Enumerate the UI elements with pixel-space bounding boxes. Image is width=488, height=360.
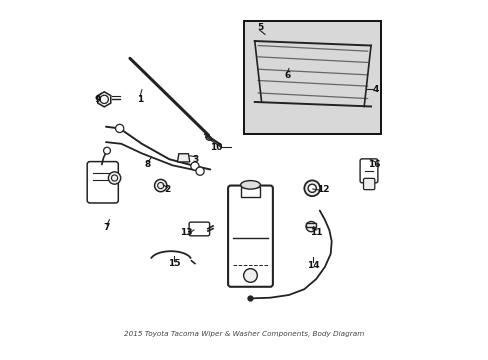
- Text: 11: 11: [309, 228, 322, 237]
- FancyBboxPatch shape: [363, 178, 374, 190]
- Text: 14: 14: [306, 261, 319, 270]
- Polygon shape: [98, 92, 111, 107]
- Circle shape: [100, 95, 108, 103]
- Text: 10: 10: [210, 143, 222, 152]
- Circle shape: [190, 162, 199, 170]
- Circle shape: [196, 167, 203, 175]
- Circle shape: [304, 180, 320, 196]
- Polygon shape: [177, 154, 189, 162]
- FancyBboxPatch shape: [189, 222, 209, 236]
- Circle shape: [154, 179, 166, 192]
- Text: 13: 13: [180, 228, 192, 237]
- Text: 8: 8: [144, 160, 151, 169]
- FancyBboxPatch shape: [359, 159, 377, 183]
- Circle shape: [115, 124, 123, 132]
- Text: 16: 16: [367, 160, 380, 169]
- Bar: [305, 223, 316, 226]
- FancyBboxPatch shape: [87, 162, 118, 203]
- Text: 7: 7: [103, 223, 110, 232]
- Bar: [244, 21, 381, 134]
- Circle shape: [108, 172, 121, 184]
- Circle shape: [305, 221, 316, 232]
- FancyBboxPatch shape: [227, 185, 272, 287]
- Text: 9: 9: [95, 95, 101, 104]
- Text: 1: 1: [137, 95, 143, 104]
- Text: 12: 12: [316, 185, 329, 194]
- Text: 15: 15: [168, 259, 180, 268]
- Text: 2: 2: [164, 185, 170, 194]
- Bar: [240, 186, 260, 197]
- Text: 5: 5: [256, 23, 263, 32]
- Text: 4: 4: [372, 85, 379, 94]
- Text: 2015 Toyota Tacoma Wiper & Washer Components, Body Diagram: 2015 Toyota Tacoma Wiper & Washer Compon…: [124, 331, 364, 337]
- Ellipse shape: [240, 181, 260, 189]
- Circle shape: [103, 147, 110, 154]
- Circle shape: [243, 269, 257, 282]
- Text: 3: 3: [192, 155, 199, 164]
- Circle shape: [307, 184, 316, 192]
- Text: 6: 6: [284, 71, 290, 80]
